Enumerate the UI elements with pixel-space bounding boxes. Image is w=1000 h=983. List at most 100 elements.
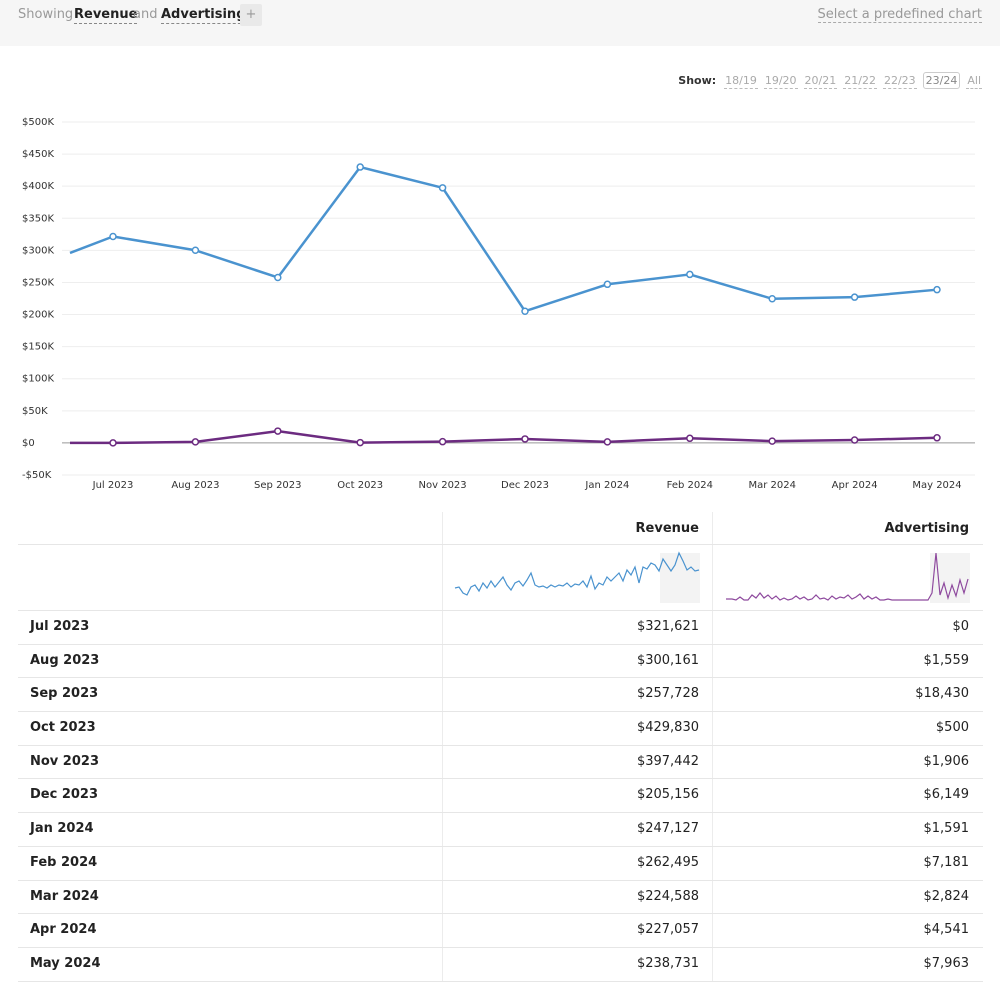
metric-selector[interactable]: Revenue: [74, 7, 138, 24]
predefined-chart-link[interactable]: Select a predefined chart: [817, 7, 982, 23]
x-tick-label: Nov 2023: [419, 480, 467, 491]
data-point: [686, 270, 694, 279]
table-row: Oct 2023 $429,830 $500: [18, 712, 983, 746]
table-row: Sep 2023 $257,728 $18,430: [18, 678, 983, 713]
table-row: Aug 2023 $300,161 $1,559: [18, 645, 983, 679]
period-option[interactable]: 21/22: [843, 73, 877, 89]
row-label: Nov 2023: [30, 753, 99, 769]
toolbar: Showing Revenue and Advertising + Select…: [0, 0, 1000, 46]
cell: $257,728: [636, 686, 699, 702]
y-tick-label: $300K: [22, 245, 54, 256]
table-row: Nov 2023 $397,442 $1,906: [18, 746, 983, 780]
data-point: [109, 232, 117, 241]
cell: $18,430: [915, 686, 969, 702]
y-tick-label: $250K: [22, 277, 54, 288]
data-point: [850, 293, 859, 301]
x-tick-label: Feb 2024: [667, 480, 713, 491]
y-tick-label: $150K: [22, 342, 54, 353]
y-tick-label: $450K: [22, 149, 54, 160]
row-label: Sep 2023: [30, 686, 99, 702]
highlight: [660, 553, 700, 603]
data-point: [850, 436, 859, 444]
y-tick-label: $350K: [22, 213, 54, 224]
label: Showing: [18, 7, 74, 22]
row-label: Feb 2024: [30, 854, 98, 870]
data-point: [438, 437, 447, 446]
cell: $262,495: [636, 854, 699, 870]
chart: -$50K $0 $50K $100K $150K $200K $250K $300K $350…: [22, 117, 975, 491]
period-option[interactable]: 20/21: [803, 73, 838, 89]
column-header: Advertising: [884, 521, 970, 536]
table-row: May 2024 $238,731 $7,963: [18, 948, 983, 982]
period-option[interactable]: 23/24: [922, 72, 961, 89]
cell: $6,149: [923, 787, 970, 803]
cell: $247,127: [636, 821, 699, 837]
column-divider: [442, 512, 443, 982]
data-point: [274, 427, 282, 435]
y-tick-label: $200K: [22, 310, 54, 321]
x-tick-label: Jul 2023: [92, 480, 134, 491]
data-point: [521, 307, 529, 315]
row-label: Jan 2024: [30, 821, 94, 837]
cell: $1,559: [923, 652, 970, 668]
data-point: [274, 273, 282, 282]
data-point: [438, 184, 447, 192]
x-tick-label: Apr 2024: [832, 480, 878, 491]
x-tick-label: May 2024: [912, 480, 961, 491]
cell: $429,830: [636, 720, 699, 736]
cell: $300,161: [636, 652, 699, 668]
data-point: [191, 438, 200, 446]
row-label: Apr 2024: [30, 922, 97, 938]
row-label: Aug 2023: [30, 652, 100, 668]
y-tick-label: -$50K: [22, 470, 52, 481]
cell: $1,591: [923, 821, 970, 837]
cell: $321,621: [636, 619, 699, 634]
data-point: [933, 285, 941, 294]
sparkline: [454, 551, 700, 596]
data-point: [603, 438, 612, 446]
y-tick-label: $50K: [22, 406, 48, 417]
data-point: [521, 435, 529, 443]
x-tick-label: Sep 2023: [254, 480, 301, 491]
row-label: May 2024: [30, 955, 101, 971]
row-label: Jul 2023: [30, 619, 90, 634]
table-row: Mar 2024 $224,588 $2,824: [18, 881, 983, 915]
y-tick-label: $0: [22, 438, 35, 449]
add-button[interactable]: +: [240, 4, 262, 26]
x-tick-label: Oct 2023: [337, 480, 383, 491]
y-tick-label: $100K: [22, 374, 54, 385]
data-point: [109, 439, 117, 447]
period-option[interactable]: All: [966, 73, 982, 89]
highlight: [930, 553, 970, 603]
data-point: [768, 295, 776, 303]
data-table: Revenue Advertising Jul 2023 $321,621 $0 Au…: [18, 512, 983, 982]
cell: $500: [935, 720, 969, 736]
period-option[interactable]: 19/20: [763, 73, 798, 89]
cell: $2,824: [923, 888, 970, 904]
x-tick-label: Aug 2023: [171, 480, 219, 491]
sparklines: [454, 551, 970, 603]
table-row: Dec 2023 $205,156 $6,149: [18, 779, 983, 814]
row-label: Oct 2023: [30, 720, 96, 736]
x-tick-label: Dec 2023: [501, 480, 549, 491]
column-header: Revenue: [635, 521, 699, 536]
series-line: [70, 429, 938, 445]
row-label: Dec 2023: [30, 787, 99, 803]
period-option[interactable]: 22/23: [882, 73, 917, 89]
data-point: [768, 437, 776, 445]
y-tick-label: $400K: [22, 181, 54, 192]
label: Show:: [678, 74, 717, 87]
table-header: Revenue Advertising: [18, 512, 983, 545]
cell: $227,057: [636, 922, 699, 938]
table-row: Jul 2023 $321,621 $0: [18, 611, 983, 645]
row-label: Mar 2024: [30, 888, 99, 904]
metric-selector[interactable]: Advertising: [161, 7, 246, 24]
data-point: [356, 438, 364, 447]
data-point: [356, 163, 364, 171]
table-row: Apr 2024 $227,057 $4,541: [18, 914, 983, 948]
label: and: [133, 7, 158, 22]
period-option[interactable]: 18/19: [724, 73, 758, 89]
data-point: [191, 246, 200, 255]
cell: $1,906: [923, 753, 970, 769]
